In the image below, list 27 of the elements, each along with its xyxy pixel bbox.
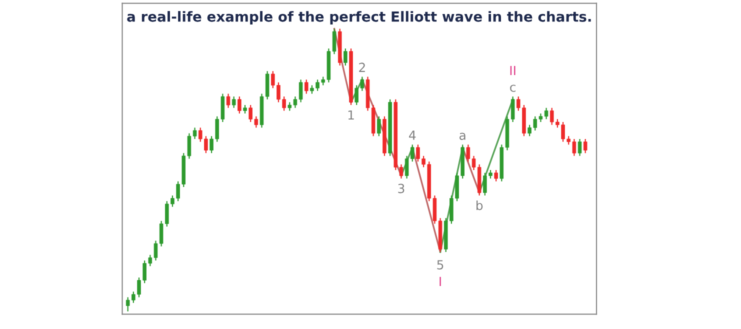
candlestick <box>466 144 470 162</box>
annotation: b <box>476 200 483 210</box>
candlestick <box>578 138 582 156</box>
candlestick <box>304 79 308 94</box>
candlestick <box>226 93 230 108</box>
annotation: 4 <box>409 130 416 140</box>
candlestick <box>494 169 498 182</box>
annotation: a <box>460 132 466 140</box>
candlestick <box>238 96 242 114</box>
candlestick <box>192 127 197 140</box>
annotation: 3 <box>398 184 404 194</box>
chart-title: a real-life example of the perfect Elliott wave in the charts. <box>127 11 591 25</box>
candlestick <box>332 28 336 55</box>
annotation: c <box>510 84 516 92</box>
annotation: 5 <box>437 260 444 270</box>
candlestick <box>510 96 515 123</box>
candlestick <box>544 107 548 120</box>
annotation: II <box>510 66 516 76</box>
candlestick <box>377 116 381 137</box>
candlestick <box>232 96 236 108</box>
annotation: 1 <box>348 110 354 120</box>
annotation: I <box>440 276 441 286</box>
candlestick <box>265 70 270 100</box>
candlestick <box>298 79 303 103</box>
candlestick <box>344 48 348 66</box>
annotation: 2 <box>359 62 365 72</box>
candlestick <box>583 138 588 154</box>
